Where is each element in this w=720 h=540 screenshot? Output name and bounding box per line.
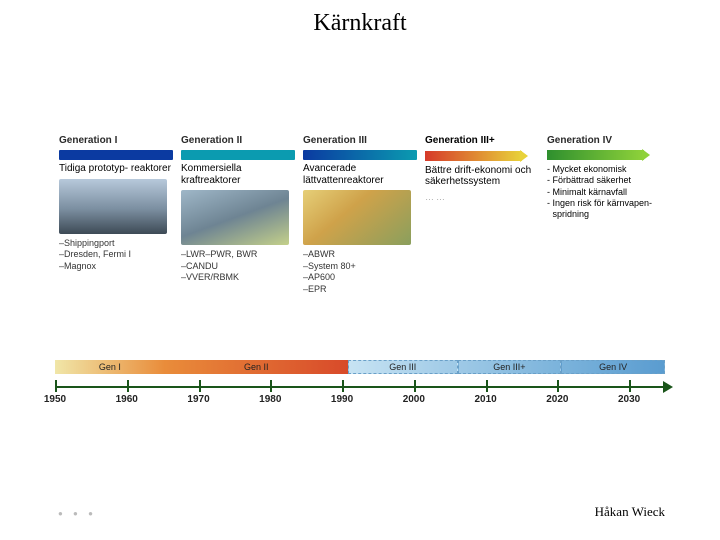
reactor-list-item: EPR bbox=[303, 284, 417, 296]
axis-tick bbox=[414, 380, 416, 392]
reactor-list-item: CANDU bbox=[181, 261, 295, 273]
reactor-list: ABWRSystem 80+AP600EPR bbox=[303, 249, 417, 296]
generation-arrow-icon bbox=[425, 151, 522, 161]
generation-label: Generation III bbox=[303, 135, 417, 146]
generation-label: Generation I bbox=[59, 135, 173, 146]
axis-tick-label: 2030 bbox=[618, 394, 640, 405]
bullet-item: Minimalt kärnavfall bbox=[547, 187, 661, 198]
generation-arrow-icon bbox=[547, 150, 644, 160]
reactor-list: LWR–PWR, BWRCANDUVVER/RBMK bbox=[181, 249, 295, 284]
year-axis: 195019601970198019902000201020202030 bbox=[55, 380, 665, 410]
axis-tick bbox=[199, 380, 201, 392]
bullet-item: Mycket ekonomisk bbox=[547, 164, 661, 175]
generation-bar bbox=[303, 150, 417, 160]
page-title: Kärnkraft bbox=[0, 0, 720, 37]
generation-column: Generation III+ Bättre drift-ekonomi och … bbox=[421, 135, 543, 296]
reactor-list-item: VVER/RBMK bbox=[181, 272, 295, 284]
author-label: Håkan Wieck bbox=[595, 504, 665, 520]
reactor-list-item: System 80+ bbox=[303, 261, 417, 273]
generation-bar bbox=[181, 150, 295, 160]
bullet-item: Förbättrad säkerhet bbox=[547, 175, 661, 186]
header-band bbox=[55, 45, 665, 120]
phase-segment: Gen II bbox=[165, 360, 348, 374]
generation-desc: Avancerade lättvattenreaktorer bbox=[303, 163, 417, 186]
phase-segment: Gen I bbox=[55, 360, 165, 374]
axis-tick bbox=[342, 380, 344, 392]
axis-tick-label: 2000 bbox=[403, 394, 425, 405]
axis-tick-label: 1970 bbox=[187, 394, 209, 405]
axis-tick bbox=[127, 380, 129, 392]
generation-desc: Bättre drift-ekonomi och säkerhetssystem bbox=[425, 165, 539, 188]
axis-tick-label: 2020 bbox=[546, 394, 568, 405]
axis-line bbox=[55, 386, 665, 388]
axis-tick-label: 1980 bbox=[259, 394, 281, 405]
reactor-list-item: ABWR bbox=[303, 249, 417, 261]
reactor-list-item: Shippingport bbox=[59, 238, 173, 250]
bullet-item: Ingen risk för kärnvapen-spridning bbox=[547, 198, 661, 221]
axis-tick-label: 1990 bbox=[331, 394, 353, 405]
reactor-list: ShippingportDresden, Fermi IMagnox bbox=[59, 238, 173, 273]
timeline: Gen IGen IIGen IIIGen III+Gen IV 1950196… bbox=[55, 360, 665, 410]
generation-desc: Tidiga prototyp- reaktorer bbox=[59, 163, 173, 175]
reactor-photo bbox=[181, 190, 289, 245]
axis-tick bbox=[629, 380, 631, 392]
generation-label: Generation II bbox=[181, 135, 295, 146]
axis-tick bbox=[486, 380, 488, 392]
reactor-list-item: AP600 bbox=[303, 272, 417, 284]
axis-tick-label: 1960 bbox=[116, 394, 138, 405]
axis-tick bbox=[557, 380, 559, 392]
generation-column: Generation IV Mycket ekonomiskFörbättrad … bbox=[543, 135, 665, 296]
feature-bullets: Mycket ekonomiskFörbättrad säkerhetMinim… bbox=[547, 164, 661, 220]
reactor-photo bbox=[59, 179, 167, 234]
generation-label: Generation III+ bbox=[425, 135, 539, 147]
axis-tick bbox=[270, 380, 272, 392]
reactor-list-item: Magnox bbox=[59, 261, 173, 273]
reactor-list-item: Dresden, Fermi I bbox=[59, 249, 173, 261]
generation-label: Generation IV bbox=[547, 135, 661, 146]
axis-tick bbox=[55, 380, 57, 392]
phase-bar: Gen IGen IIGen IIIGen III+Gen IV bbox=[55, 360, 665, 374]
ellipsis-text: …… bbox=[425, 192, 539, 202]
phase-segment: Gen IV bbox=[561, 360, 665, 374]
axis-arrow-icon bbox=[663, 381, 673, 393]
reactor-photo bbox=[303, 190, 411, 245]
generation-column: Generation II Kommersiella kraftreaktorer… bbox=[177, 135, 299, 296]
generation-bar bbox=[59, 150, 173, 160]
axis-tick-label: 1950 bbox=[44, 394, 66, 405]
generation-desc: Kommersiella kraftreaktorer bbox=[181, 163, 295, 186]
footer-dots: ● ● ● bbox=[58, 509, 97, 518]
axis-tick-label: 2010 bbox=[474, 394, 496, 405]
phase-segment: Gen III+ bbox=[458, 360, 562, 374]
generation-column: Generation I Tidiga prototyp- reaktorer Sh… bbox=[55, 135, 177, 296]
generation-columns: Generation I Tidiga prototyp- reaktorer Sh… bbox=[55, 135, 665, 296]
reactor-list-item: LWR–PWR, BWR bbox=[181, 249, 295, 261]
generation-column: Generation III Avancerade lättvattenreakt… bbox=[299, 135, 421, 296]
phase-segment: Gen III bbox=[348, 360, 458, 374]
